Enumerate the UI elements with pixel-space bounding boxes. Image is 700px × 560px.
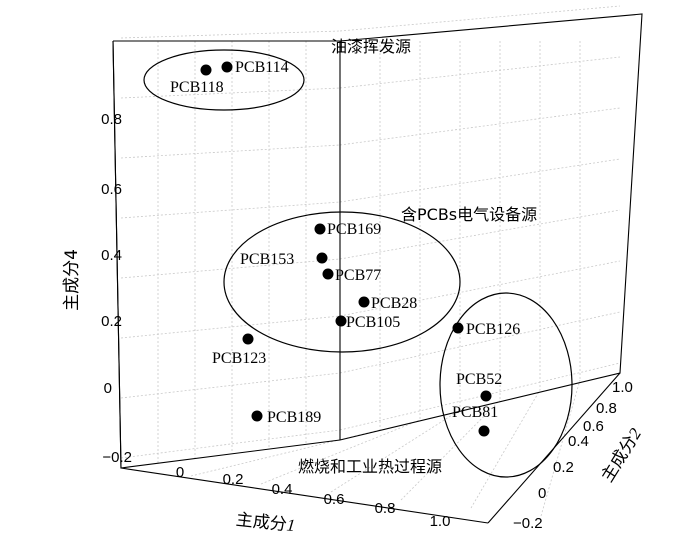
y-tick-label: 1.0: [612, 379, 633, 396]
z-tick-label: 0: [104, 380, 112, 397]
x-tick-label: 0.6: [324, 491, 345, 508]
group-ellipse-combustion: [439, 292, 573, 478]
x-tick-labels: 0 0.2 0.4 0.6 0.8 1.0: [176, 464, 451, 530]
data-point-pcb114: [221, 61, 233, 73]
data-point-pcb169: [314, 223, 326, 235]
y-tick-label: 0.8: [596, 400, 617, 417]
group-label-combustion: 燃烧和工业热过程源: [298, 457, 442, 476]
data-point-pcb28: [358, 296, 370, 308]
y-tick-label: 0.4: [568, 433, 589, 450]
grid-line: [540, 379, 581, 517]
group-label-paint: 油漆挥发源: [331, 37, 411, 56]
group-ellipse-electrical: [223, 211, 461, 353]
grid-line: [339, 260, 621, 317]
point-label-pcb77: PCB77: [335, 267, 381, 284]
point-label-pcb153: PCB153: [240, 251, 294, 268]
data-point-pcb118: [200, 64, 212, 76]
z-axis-title: 主成分4: [62, 249, 82, 311]
group-labels: 油漆挥发源 含PCBs电气设备源 燃烧和工业热过程源: [298, 37, 537, 476]
x-tick-label: 0.4: [272, 481, 293, 498]
scatter-points: PCB114 PCB118 PCB169 PCB153 PCB77 PCB28 PCB105…: [170, 59, 520, 437]
data-point-pcb81: [478, 425, 490, 437]
point-label-pcb123: PCB123: [212, 350, 266, 367]
y-tick-label: 0.2: [553, 459, 574, 476]
point-label-pcb126: PCB126: [466, 321, 520, 338]
point-label-pcb28: PCB28: [371, 295, 417, 312]
grid-line: [400, 399, 501, 501]
z-tick-labels: −0.2 0 0.2 0.4 0.6 0.8: [101, 111, 132, 466]
y-axis-title: 主成分2: [598, 424, 647, 485]
data-point-pcb123: [242, 333, 254, 345]
grid-line: [339, 158, 621, 203]
gridlines: [120, 5, 621, 517]
grid-line: [120, 30, 341, 39]
grid-line: [339, 107, 621, 146]
point-label-pcb105: PCB105: [346, 314, 400, 331]
grid-line: [120, 315, 341, 339]
group-ellipses: [143, 49, 573, 478]
x-tick-label: 0: [176, 464, 184, 481]
y-tick-label: 0.6: [583, 418, 604, 435]
grid-line: [470, 389, 541, 509]
x-tick-label: 0.2: [223, 471, 244, 488]
x-tick-label: 0.8: [375, 500, 396, 517]
x-axis-line: [120, 467, 489, 524]
group-ellipse-paint: [143, 49, 305, 111]
z-tick-label: 0.6: [101, 181, 122, 198]
point-label-pcb52: PCB52: [456, 371, 502, 388]
point-label-pcb118: PCB118: [170, 79, 224, 96]
z-tick-label: −0.2: [102, 449, 132, 466]
y-tick-labels: −0.2 0 0.2 0.4 0.6 0.8 1.0: [513, 379, 633, 532]
x-axis-title: 主成分1: [235, 510, 296, 536]
y-tick-label: 0: [538, 485, 546, 502]
grid-line: [260, 419, 421, 485]
z-axis-line: [112, 40, 122, 469]
grid-line: [120, 372, 341, 399]
grid-line: [339, 56, 621, 89]
data-point-pcb126: [452, 322, 464, 334]
data-point-pcb153: [316, 252, 328, 264]
grid-line: [339, 5, 621, 32]
grid-line: [190, 429, 381, 477]
point-label-pcb81: PCB81: [452, 404, 498, 421]
data-point-pcb105: [335, 315, 347, 327]
group-label-electrical: 含PCBs电气设备源: [401, 205, 537, 224]
point-label-pcb189: PCB189: [267, 409, 321, 426]
z-tick-label: 0.8: [101, 111, 122, 128]
point-label-pcb114: PCB114: [235, 59, 289, 76]
grid-line: [330, 409, 461, 493]
grid-line: [120, 201, 341, 219]
grid-line: [120, 429, 341, 459]
data-point-pcb189: [251, 410, 263, 422]
grid-line: [120, 258, 341, 279]
grid-line: [339, 209, 621, 260]
z-tick-label: 0.2: [101, 313, 122, 330]
x-tick-label: 1.0: [430, 513, 451, 530]
data-point-pcb52: [480, 390, 492, 402]
grid-line: [120, 144, 341, 159]
point-label-pcb169: PCB169: [327, 221, 381, 238]
y-tick-label: −0.2: [513, 515, 543, 532]
data-point-pcb77: [322, 268, 334, 280]
grid-line: [120, 87, 341, 99]
z-tick-label: 0.4: [101, 247, 122, 264]
